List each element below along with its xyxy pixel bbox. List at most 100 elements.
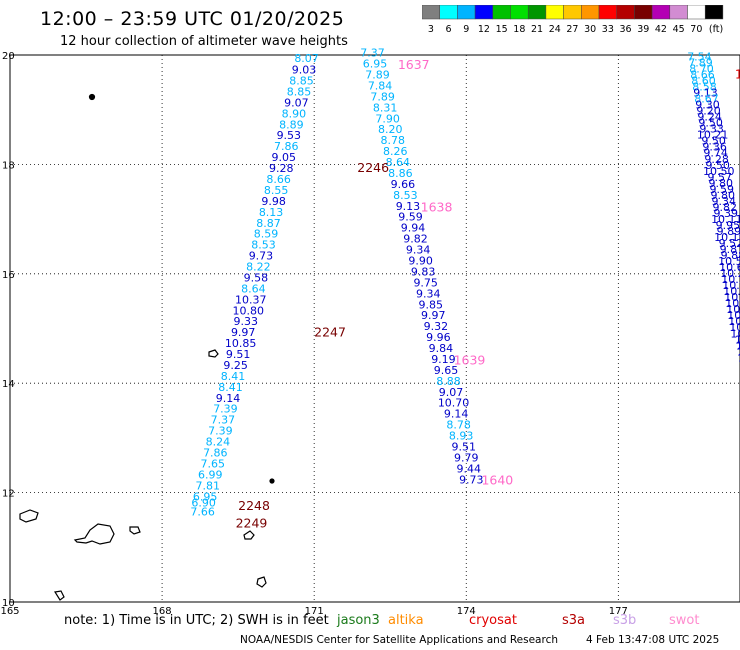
swh-value-label: 9.73 xyxy=(459,473,484,486)
swh-value-label: 10.80 xyxy=(233,304,265,317)
swh-value-label: 9.07 xyxy=(284,96,309,109)
swh-value-label: 10.42 xyxy=(727,309,740,322)
swh-value-label: 8.26 xyxy=(383,145,408,158)
swh-value-label: 9.24 xyxy=(697,111,722,124)
swh-value-label: 9.73 xyxy=(249,250,274,263)
pass-time-label: 1639 xyxy=(454,353,486,368)
swh-value-label: 9.80 xyxy=(708,177,733,190)
swh-value-label: 7.89 xyxy=(688,56,713,69)
swh-value-label: 6.99 xyxy=(198,468,223,481)
swh-value-label: 8.24 xyxy=(206,436,231,449)
swh-value-label: 7.84 xyxy=(368,79,393,92)
colorbar-label: 27 xyxy=(566,24,578,35)
swh-value-label: 9.34 xyxy=(406,244,431,257)
swh-value-label: 8.86 xyxy=(388,167,413,180)
plot-frame xyxy=(9,54,740,603)
colorbar-label: 36 xyxy=(620,24,632,35)
swh-value-label: 9.36 xyxy=(702,141,727,154)
swh-value-label: 9.82 xyxy=(403,233,428,246)
pass-time-label: 2248 xyxy=(238,498,270,513)
swh-value-label: 8.89 xyxy=(279,118,304,131)
swh-value-label: 7.39 xyxy=(208,425,233,438)
swh-value-label: 10.70 xyxy=(438,397,470,410)
colorbar: 3 6 9 12 15 18 21 24 27 30 33 36 39 42 45 70 (ft) xyxy=(422,5,724,35)
land-outline xyxy=(19,93,275,601)
swh-value-label: 10.33 xyxy=(724,291,740,304)
swh-value-label: 9.44 xyxy=(457,462,482,475)
swh-value-label: 10.21 xyxy=(697,129,729,142)
colorbar-swatch xyxy=(704,5,724,20)
swh-value-label: 8.85 xyxy=(287,85,312,98)
swh-value-label: 9.07 xyxy=(439,386,464,399)
colorbar-label: 45 xyxy=(673,24,685,35)
swh-value-label: 10.38 xyxy=(725,297,740,310)
swh-value-label: 10.21 xyxy=(721,273,740,286)
swh-value-label: 9.28 xyxy=(269,162,294,175)
swh-value-label: 8.66 xyxy=(266,173,291,186)
y-tick-label: 14 xyxy=(2,379,15,390)
swh-value-label: 9.85 xyxy=(419,298,444,311)
swh-value-label: 9.59 xyxy=(398,211,423,224)
swh-value-label: 9.51 xyxy=(451,440,476,453)
swh-value-label: 9.13 xyxy=(693,87,718,100)
swh-value-label: 8.58 xyxy=(692,81,717,94)
swh-value-label: 10.37 xyxy=(235,293,267,306)
swh-value-label: 7.37 xyxy=(211,414,236,427)
y-tick-label: 10 xyxy=(2,598,15,609)
swh-value-label: 7.66 xyxy=(190,506,215,519)
swh-value-label: 10.85 xyxy=(225,337,257,350)
y-tick-label: 16 xyxy=(2,270,15,281)
swh-value-label: 9.33 xyxy=(699,123,724,136)
swh-value-label: 10.38 xyxy=(730,327,740,340)
swh-value-label: 7.65 xyxy=(201,457,226,470)
swh-value-label: 6.95 xyxy=(363,58,388,71)
colorbar-label: 6 xyxy=(446,24,452,35)
legend-s3a: s3a xyxy=(562,613,586,628)
y-tick-label: 12 xyxy=(2,489,15,500)
swh-value-label: 9.95 xyxy=(716,219,740,232)
swh-value-label: 9.39 xyxy=(714,207,739,220)
swh-value-label: 7.54 xyxy=(687,50,712,63)
legend-jason3: jason3 xyxy=(337,613,380,628)
swh-value-label: 7.86 xyxy=(203,446,228,459)
swh-value-label: 9.53 xyxy=(277,129,302,142)
timestamp: 4 Feb 13:47:08 UTC 2025 xyxy=(586,634,720,646)
swh-value-label: 10.31 xyxy=(726,303,740,316)
swh-value-label: 9.25 xyxy=(223,359,248,372)
swh-value-label: 10.38 xyxy=(728,315,740,328)
swh-value-label: 8.78 xyxy=(446,419,471,432)
swh-value-label: 8.53 xyxy=(393,189,418,202)
pass-time-label: 2247 xyxy=(314,325,346,340)
page-subtitle: 12 hour collection of altimeter wave hei… xyxy=(60,34,348,49)
swh-value-label: 9.97 xyxy=(421,309,446,322)
swh-value-label: 8.53 xyxy=(251,239,276,252)
swh-value-label: 6.90 xyxy=(191,496,216,509)
swh-value-label: 7.81 xyxy=(195,479,220,492)
y-tick-label: 18 xyxy=(2,160,15,171)
colorbar-label: 18 xyxy=(513,24,525,35)
swh-value-label: 8.13 xyxy=(259,206,284,219)
swh-value-label: 8.64 xyxy=(386,156,411,169)
swh-value-label: 8.07 xyxy=(294,52,319,65)
swh-value-label: 8.41 xyxy=(218,381,243,394)
swh-value-label: 8.85 xyxy=(289,75,314,88)
swh-value-label: 9.75 xyxy=(413,276,438,289)
swh-value-label: 9.59 xyxy=(710,183,735,196)
colorbar-label: (ft) xyxy=(709,24,723,35)
swh-value-label: 10.11 xyxy=(711,213,740,226)
swh-value-label: 9.88 xyxy=(721,249,740,262)
swh-value-label: 10.50 xyxy=(703,165,735,178)
swh-value-label: 9.34 xyxy=(712,195,737,208)
swh-value-label: 9.30 xyxy=(695,99,720,112)
swh-value-label: 9.19 xyxy=(431,353,456,366)
colorbar-label: 39 xyxy=(637,24,649,35)
swh-value-label: 10.2 xyxy=(738,351,740,364)
swh-value-label: 7.37 xyxy=(360,47,385,60)
swh-value-label: 9.52 xyxy=(719,237,740,250)
page-title: 12:00 – 23:59 UTC 01/20/2025 xyxy=(40,8,345,30)
swh-value-label: 8.88 xyxy=(436,375,461,388)
swh-value-label: 6.95 xyxy=(193,490,218,503)
swh-value-label: 9.74 xyxy=(703,147,728,160)
pass-time-label: 1638 xyxy=(421,199,453,214)
